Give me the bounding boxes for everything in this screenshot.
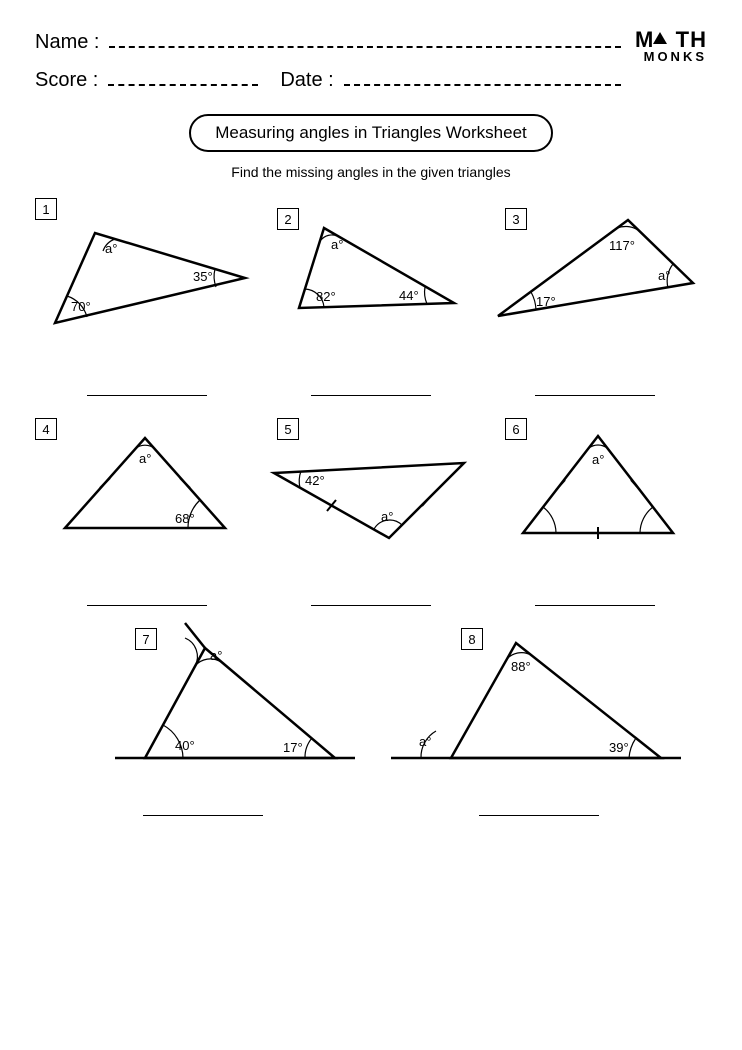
angle-label: a° [105, 241, 117, 256]
logo-sub: MONKS [635, 51, 707, 63]
header: Name : Score : Date : M TH MONKS [35, 30, 707, 106]
answer-blank[interactable] [535, 605, 655, 606]
problem-1: 1 a° 70° 35° [35, 198, 259, 408]
angle-label: a° [419, 734, 431, 749]
angle-label: 117° [609, 238, 635, 253]
triangle-6: a° [483, 408, 707, 568]
angle-label: 82° [316, 289, 336, 304]
problem-7: 7 a° 40° 17° [35, 618, 371, 828]
triangle-icon [653, 32, 667, 44]
name-label: Name : [35, 31, 99, 54]
triangle-2: a° 82° 44° [259, 198, 483, 358]
angle-label: 39° [609, 740, 629, 755]
problem-8: 8 88° a° 39° [371, 618, 707, 828]
angle-label: a° [592, 452, 604, 467]
problem-2: 2 a° 82° 44° [259, 198, 483, 408]
triangle-1: a° 70° 35° [35, 198, 259, 358]
triangle-4: a° 68° [35, 408, 259, 568]
triangle-3: 117° a° 17° [483, 198, 707, 358]
triangle-8: 88° a° 39° [371, 618, 707, 788]
angle-label: a° [331, 237, 343, 252]
worksheet-page: Name : Score : Date : M TH MONKS Measuri… [0, 0, 742, 858]
angle-label: 17° [536, 294, 556, 309]
score-blank[interactable] [108, 68, 258, 86]
angle-label: 68° [175, 511, 195, 526]
angle-label: 17° [283, 740, 303, 755]
logo-top: M TH [635, 30, 707, 51]
score-date-line: Score : Date : [35, 68, 625, 92]
answer-blank[interactable] [87, 605, 207, 606]
worksheet-subtitle: Find the missing angles in the given tri… [35, 164, 707, 180]
angle-label: 40° [175, 738, 195, 753]
score-label: Score : [35, 69, 98, 92]
answer-blank[interactable] [143, 815, 263, 816]
logo: M TH MONKS [635, 30, 707, 63]
problem-5: 5 42° a° [259, 408, 483, 618]
problem-4: 4 a° 68° [35, 408, 259, 618]
problem-6: 6 a° [483, 408, 707, 618]
angle-label: a° [381, 509, 393, 524]
angle-label: 70° [71, 299, 91, 314]
angle-label: 44° [399, 288, 419, 303]
answer-blank[interactable] [311, 395, 431, 396]
answer-blank[interactable] [87, 395, 207, 396]
date-blank[interactable] [344, 68, 621, 86]
form-fields: Name : Score : Date : [35, 30, 625, 106]
angle-label: a° [139, 451, 151, 466]
angle-label: a° [210, 648, 222, 663]
angle-label: 88° [511, 659, 531, 674]
worksheet-title: Measuring angles in Triangles Worksheet [189, 114, 553, 152]
date-label: Date : [280, 69, 333, 92]
angle-label: a° [658, 268, 670, 283]
answer-blank[interactable] [535, 395, 655, 396]
problem-3: 3 117° a° 17° [483, 198, 707, 408]
name-line: Name : [35, 30, 625, 54]
answer-blank[interactable] [311, 605, 431, 606]
angle-label: 42° [305, 473, 325, 488]
angle-label: 35° [193, 269, 213, 284]
triangle-5: 42° a° [259, 408, 483, 568]
name-blank[interactable] [109, 30, 621, 48]
problems-grid: 1 a° 70° 35° 2 a° 82° 44° [35, 198, 707, 828]
answer-blank[interactable] [479, 815, 599, 816]
triangle-7: a° 40° 17° [35, 618, 371, 788]
